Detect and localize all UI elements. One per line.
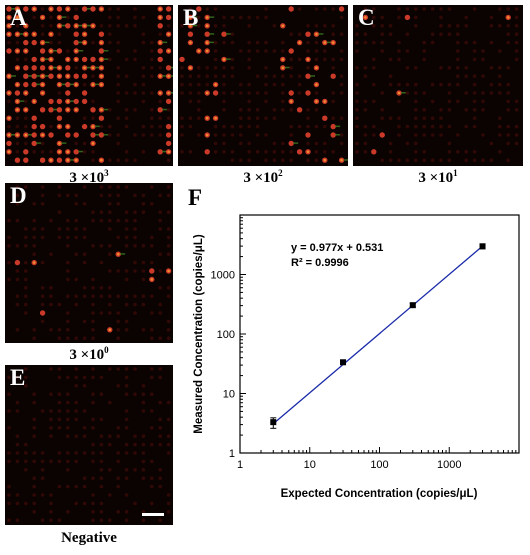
panel-a: A — [5, 5, 173, 166]
x-tick-label: 1 — [237, 459, 243, 471]
x-axis-label: Expected Concentration (copies/μL) — [281, 488, 478, 500]
y-tick-label: 10 — [223, 389, 235, 401]
data-points — [270, 243, 486, 429]
panel-c-image — [355, 7, 519, 162]
panel-a-caption: 3 ×103 — [69, 168, 109, 186]
x-tick-label: 100 — [370, 459, 388, 471]
data-point — [270, 419, 277, 426]
r-squared: R² = 0.9996 — [291, 257, 349, 269]
panel-d-image — [7, 185, 172, 340]
panel-b: B — [178, 5, 348, 166]
data-point — [340, 359, 347, 366]
tick-labels: 1 10 100 1000 1 10 100 1000 — [211, 270, 462, 472]
y-tick-label: 1 — [229, 448, 235, 460]
panel-e-letter: E — [10, 365, 26, 390]
panel-c: C — [353, 5, 523, 166]
panel-b-caption: 3 ×102 — [243, 168, 283, 186]
y-tick-label: 1000 — [211, 270, 235, 282]
panel-a-image — [6, 6, 173, 163]
y-tick-label: 100 — [217, 329, 235, 341]
panel-c-letter: C — [358, 5, 375, 30]
panel-b-letter: B — [183, 5, 199, 30]
y-axis-label: Measured Concentration (copies/μL) — [193, 234, 205, 434]
panel-b-image — [179, 6, 348, 163]
panel-c-caption: 3 ×101 — [418, 168, 458, 186]
panel-f-letter: F — [188, 185, 203, 210]
data-point — [479, 243, 486, 250]
panel-a-letter: A — [10, 5, 27, 30]
fit-line — [272, 245, 483, 425]
panel-f: F 1 10 100 1000 1 10 100 1000 y = 0.977x + 0.53… — [185, 185, 530, 550]
panel-d: D — [5, 183, 173, 343]
panel-e-caption: Negative — [61, 530, 117, 546]
panel-e-image — [7, 367, 171, 522]
axis-ticks — [239, 217, 517, 454]
data-point — [409, 302, 416, 309]
panel-d-caption: 3 ×100 — [69, 345, 109, 363]
scale-bar — [142, 513, 164, 516]
fit-equation: y = 0.977x + 0.531 — [291, 242, 383, 254]
panel-d-letter: D — [10, 183, 27, 208]
x-tick-label: 10 — [304, 459, 316, 471]
x-tick-label: 1000 — [437, 459, 461, 471]
panel-e: E — [5, 365, 173, 525]
